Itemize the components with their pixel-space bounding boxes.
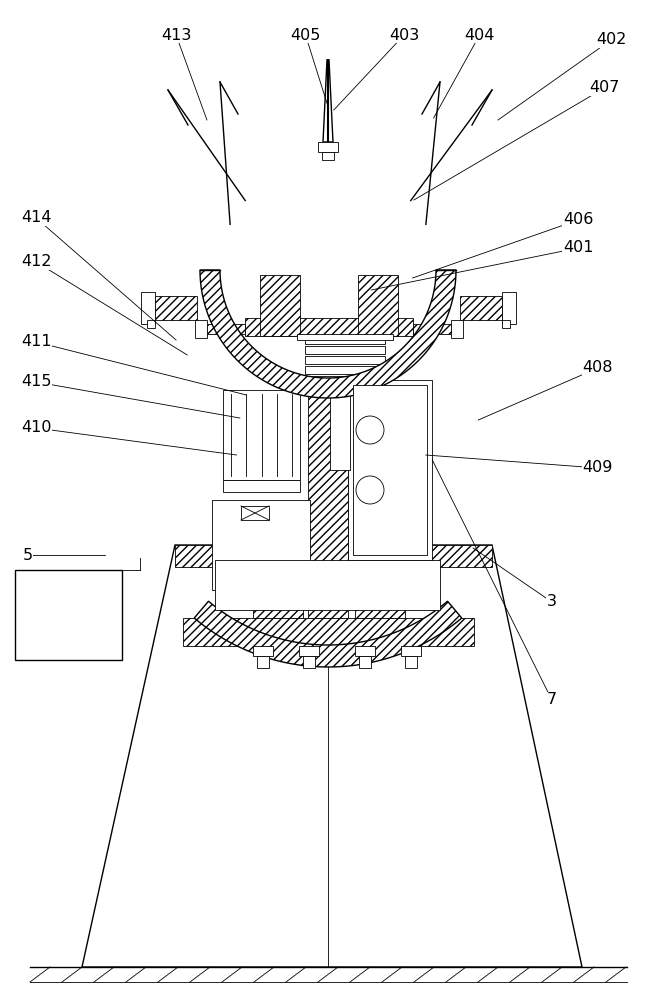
Bar (405, 572, 413, 582)
Bar (245, 572, 253, 582)
Bar (413, 324, 451, 334)
Bar (358, 275, 398, 336)
Text: 5: 5 (22, 548, 33, 562)
Text: 410: 410 (21, 420, 51, 436)
Bar (253, 646, 273, 656)
Polygon shape (194, 601, 462, 667)
Text: 411: 411 (21, 334, 51, 350)
Bar (330, 380, 350, 470)
Bar (223, 480, 300, 492)
Bar (141, 292, 155, 324)
Bar (245, 318, 413, 336)
Polygon shape (82, 545, 582, 967)
Bar (155, 296, 197, 320)
Text: 407: 407 (589, 81, 620, 96)
Bar (460, 296, 502, 320)
Bar (15, 570, 122, 660)
Text: 415: 415 (21, 374, 51, 389)
Bar (451, 320, 463, 338)
Text: 413: 413 (161, 27, 191, 42)
Bar (305, 346, 385, 354)
Bar (305, 376, 385, 384)
Bar (215, 560, 440, 610)
Bar (253, 567, 303, 618)
Bar (401, 646, 421, 656)
Text: 406: 406 (563, 213, 593, 228)
Bar (322, 152, 334, 160)
Text: 403: 403 (389, 27, 419, 42)
Bar (305, 366, 385, 374)
Bar (207, 324, 245, 334)
Bar (260, 275, 300, 336)
Bar (305, 356, 385, 364)
Text: 408: 408 (583, 360, 613, 375)
Bar (212, 500, 310, 590)
Bar (241, 506, 269, 520)
Bar (175, 545, 492, 567)
Text: 412: 412 (21, 254, 51, 269)
Text: 409: 409 (583, 460, 613, 476)
Bar (359, 656, 371, 668)
Text: 7: 7 (547, 692, 557, 708)
Bar (297, 334, 393, 340)
Bar (223, 390, 300, 480)
Text: 401: 401 (563, 240, 593, 255)
Text: 414: 414 (21, 211, 51, 226)
Bar (303, 656, 315, 668)
Text: 405: 405 (290, 27, 321, 42)
Bar (355, 646, 375, 656)
Bar (355, 567, 405, 618)
Bar (502, 292, 516, 324)
Text: 3: 3 (547, 594, 557, 609)
Bar (183, 618, 474, 646)
Bar (299, 646, 319, 656)
Bar (318, 142, 338, 152)
Bar (195, 320, 207, 338)
Bar (303, 572, 311, 582)
Bar (348, 380, 432, 560)
Bar (353, 385, 427, 555)
Polygon shape (323, 60, 333, 142)
Bar (405, 656, 417, 668)
Bar (502, 320, 510, 328)
Bar (257, 656, 269, 668)
Polygon shape (200, 270, 456, 398)
Bar (305, 336, 385, 344)
Bar (308, 380, 348, 618)
Bar (347, 572, 355, 582)
Text: 402: 402 (596, 32, 626, 47)
Text: 404: 404 (464, 27, 495, 42)
Bar (147, 320, 155, 328)
